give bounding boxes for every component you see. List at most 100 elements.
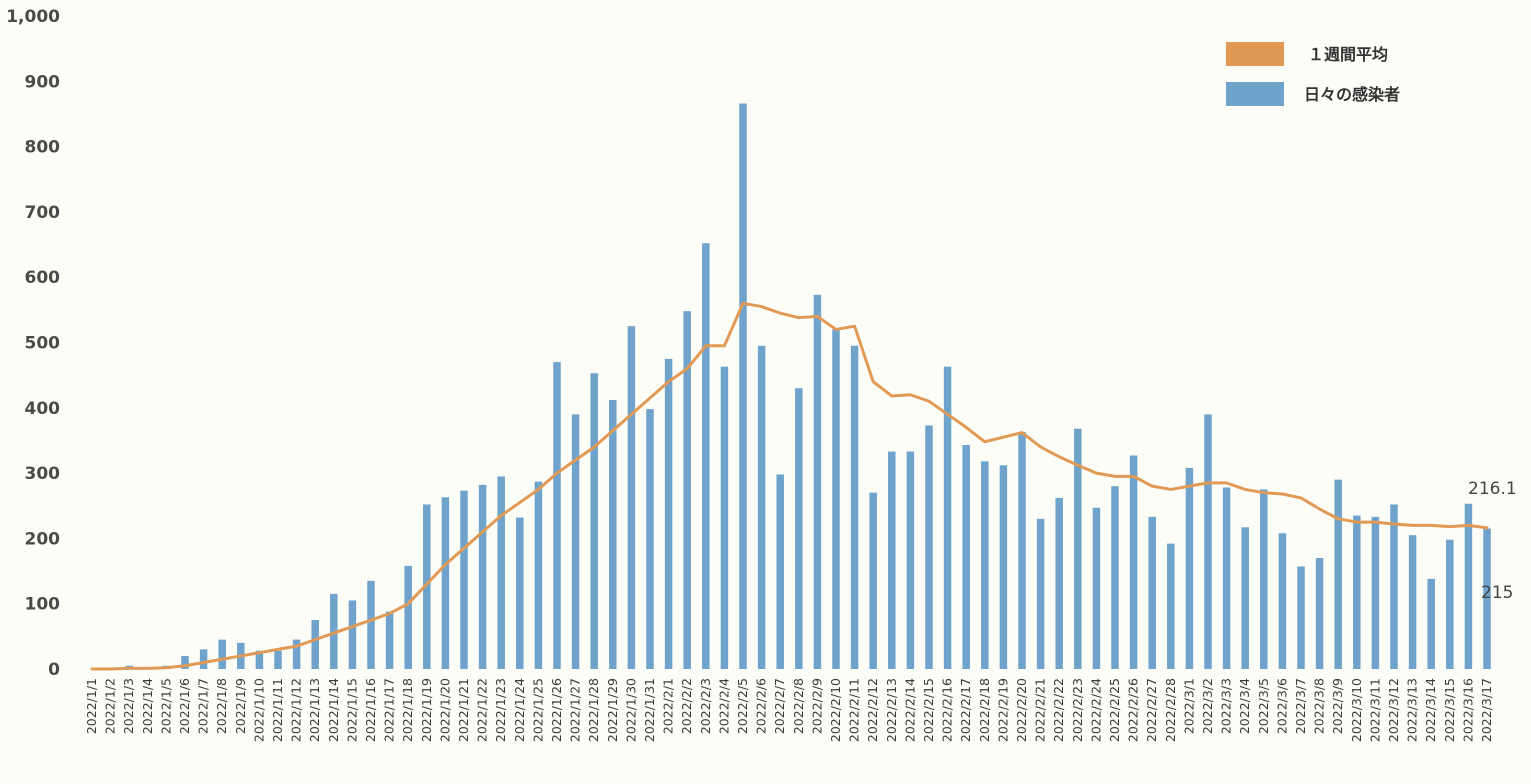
x-tick-label: 2022/2/13 [884,678,899,742]
bar-daily-cases [311,620,319,669]
x-tick-label: 2022/1/27 [568,678,583,742]
x-tick-label: 2022/3/17 [1479,678,1494,742]
bar-daily-cases [385,611,394,669]
bar-daily-cases [795,388,803,669]
y-tick-label: 0 [48,660,60,680]
data-label-weekly-average-last: 216.1 [1468,479,1517,499]
bar-daily-cases [516,517,524,669]
bar-daily-cases [757,345,766,669]
bar-daily-cases [832,329,840,669]
x-tick-label: 2022/2/12 [865,678,880,742]
bar-daily-cases [1018,431,1026,669]
y-tick-label: 500 [25,334,61,354]
x-tick-label: 2022/3/1 [1181,678,1196,734]
x-tick-label: 2022/3/11 [1367,678,1382,742]
x-tick-label: 2022/1/13 [307,678,322,742]
x-tick-label: 2022/1/21 [456,678,471,742]
bar-daily-cases [609,399,617,669]
x-tick-label: 2022/1/26 [549,678,564,742]
y-axis-ticks: 0 100 200 300 400 500 600 700 800 900 1,000 [6,7,60,680]
x-tick-label: 2022/1/29 [605,678,620,742]
bar-daily-cases [1408,535,1417,669]
x-tick-label: 2022/3/13 [1405,678,1420,742]
x-tick-label: 2022/2/23 [1070,678,1085,742]
data-label-daily-cases-last: 215 [1481,583,1513,603]
x-tick-label: 2022/2/14 [902,678,917,742]
bar-daily-cases [1334,479,1342,669]
bar-daily-cases [553,362,561,669]
bar-daily-cases [646,409,654,669]
bar-daily-cases [348,600,357,669]
x-tick-label: 2022/1/24 [512,678,527,742]
bar-daily-cases [534,481,543,669]
x-tick-label: 2022/3/6 [1274,678,1289,734]
x-tick-label: 2022/2/6 [754,678,769,734]
x-tick-label: 2022/2/4 [716,678,731,734]
y-tick-label: 100 [25,595,61,615]
x-tick-label: 2022/2/16 [940,678,955,742]
bar-daily-cases [1129,455,1138,669]
bar-daily-cases [1148,516,1156,669]
legend-swatch-daily-cases [1226,82,1284,106]
bar-daily-cases [590,373,598,669]
bar-daily-cases [1446,539,1454,669]
x-tick-label: 2022/2/7 [772,678,787,734]
bar-daily-cases [1315,557,1324,669]
x-tick-label: 2022/1/14 [326,678,341,742]
x-tick-label: 2022/1/18 [400,678,415,742]
x-tick-label: 2022/3/16 [1460,678,1475,742]
bar-daily-cases [497,476,505,669]
bar-daily-cases [423,504,431,669]
x-tick-label: 2022/2/28 [1163,678,1178,742]
x-tick-label: 2022/1/4 [140,678,155,734]
bar-daily-cases [1185,467,1194,669]
x-tick-label: 2022/2/27 [1144,678,1159,742]
bar-daily-cases [906,451,915,669]
x-tick-label: 2022/1/19 [419,678,434,742]
bar-daily-cases [1371,516,1380,669]
legend-swatch-weekly-average [1226,42,1284,66]
x-tick-label: 2022/1/23 [493,678,508,742]
bar-daily-cases [683,311,691,669]
x-axis-ticks: 2022/1/1 2022/1/2 2022/1/3 2022/1/4 2022/1/5… [84,678,1494,742]
x-tick-label: 2022/3/8 [1312,678,1327,734]
y-tick-label: 700 [25,203,61,223]
bar-daily-cases [739,103,747,669]
bar-daily-cases [571,414,580,669]
x-tick-label: 2022/2/21 [1033,678,1048,742]
x-tick-label: 2022/1/28 [586,678,601,742]
bar-daily-cases [1092,507,1101,669]
x-tick-label: 2022/2/10 [828,678,843,742]
bar-daily-cases [1204,414,1212,669]
bar-daily-cases [664,358,673,669]
x-tick-label: 2022/1/31 [642,678,657,742]
x-tick-label: 2022/1/17 [382,678,397,742]
bar-daily-cases [720,366,729,669]
x-tick-label: 2022/2/22 [1051,678,1066,742]
bar-daily-cases [999,465,1008,669]
x-tick-label: 2022/1/10 [251,678,266,742]
x-tick-label: 2022/1/20 [437,678,452,742]
y-tick-label: 200 [25,529,61,549]
x-tick-label: 2022/2/26 [1126,678,1141,742]
x-tick-label: 2022/3/2 [1200,678,1215,734]
bar-daily-cases [627,326,636,669]
bar-daily-cases [1074,428,1082,669]
x-tick-label: 2022/1/6 [177,678,192,734]
x-tick-label: 2022/2/8 [791,678,806,734]
bar-daily-cases [199,649,208,669]
x-tick-label: 2022/3/7 [1293,678,1308,734]
x-tick-label: 2022/1/2 [103,678,118,734]
bar-daily-cases [181,655,189,669]
x-tick-label: 2022/1/9 [233,678,248,734]
bar-daily-cases [1297,566,1305,669]
x-tick-label: 2022/2/20 [1014,678,1029,742]
bar-daily-cases [925,425,933,669]
x-tick-label: 2022/2/9 [809,678,824,734]
bar-daily-cases [702,243,710,669]
y-tick-label: 600 [25,268,61,288]
bar-series-daily-cases [125,103,1491,669]
legend-label-weekly-average: １週間平均 [1308,45,1388,64]
bar-daily-cases [404,565,412,669]
x-tick-label: 2022/1/25 [530,678,545,742]
